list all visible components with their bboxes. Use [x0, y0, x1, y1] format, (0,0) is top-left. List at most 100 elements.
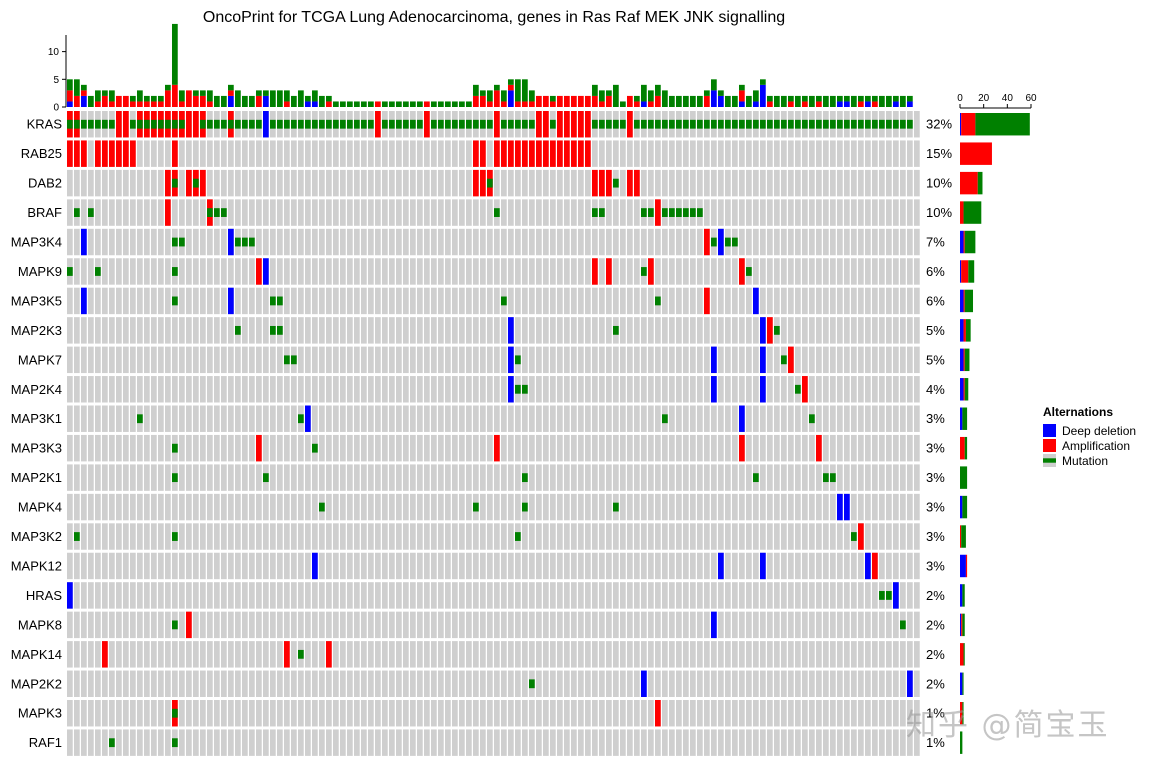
cell-background: [312, 729, 318, 756]
cell-background: [305, 434, 311, 462]
cell-background: [452, 228, 458, 256]
cell-background: [781, 405, 787, 432]
cell-background: [319, 434, 325, 462]
cell-background: [655, 346, 661, 374]
cell-background: [816, 552, 822, 580]
cell-background: [732, 169, 738, 197]
cell-mutation: [466, 119, 472, 129]
cell-background: [578, 464, 584, 491]
cell-background: [123, 346, 129, 374]
cell-background: [67, 670, 73, 697]
cell-background: [557, 258, 563, 285]
cell-background: [417, 700, 423, 727]
cell-mutation: [172, 296, 178, 306]
cell-background: [81, 729, 87, 756]
cell-background: [830, 670, 836, 697]
cell-background: [375, 317, 381, 344]
cell-background: [312, 228, 318, 256]
cell-background: [620, 317, 626, 344]
cell-background: [410, 169, 416, 197]
cell-background: [844, 228, 850, 256]
cell-background: [886, 464, 892, 491]
cell-background: [753, 376, 759, 403]
top-bar-mut: [200, 90, 206, 96]
cell-background: [158, 729, 164, 756]
cell-background: [739, 582, 745, 609]
cell-background: [382, 228, 388, 256]
cell-deletion: [907, 670, 913, 697]
cell-background: [543, 700, 549, 727]
cell-background: [844, 641, 850, 668]
cell-background: [81, 199, 87, 226]
cell-background: [557, 228, 563, 256]
cell-background: [256, 140, 262, 167]
cell-mutation: [907, 119, 913, 129]
cell-background: [74, 287, 80, 315]
top-bar-amp: [599, 101, 605, 107]
top-bar-mut: [326, 95, 332, 102]
cell-background: [571, 700, 577, 727]
cell-background: [354, 287, 360, 315]
cell-background: [445, 199, 451, 226]
cell-background: [578, 258, 584, 285]
cell-background: [403, 582, 409, 609]
cell-background: [690, 700, 696, 727]
cell-background: [585, 199, 591, 226]
cell-background: [144, 376, 150, 403]
gene-row-map2k4: [67, 376, 920, 403]
cell-mutation: [480, 119, 486, 129]
cell-mutation: [172, 178, 178, 188]
cell-background: [473, 523, 479, 550]
cell-background: [837, 434, 843, 462]
cell-background: [130, 169, 136, 197]
cell-background: [480, 670, 486, 697]
cell-background: [410, 287, 416, 315]
cell-background: [67, 376, 73, 403]
top-bar-mut: [683, 95, 689, 107]
cell-background: [207, 582, 213, 609]
cell-background: [347, 376, 353, 403]
cell-background: [235, 700, 241, 727]
cell-background: [900, 287, 906, 315]
cell-background: [137, 582, 143, 609]
cell-mutation: [697, 119, 703, 129]
cell-background: [277, 552, 283, 580]
cell-background: [221, 169, 227, 197]
right-bar-deletion: [960, 319, 964, 342]
cell-background: [109, 641, 115, 668]
cell-background: [795, 611, 801, 639]
cell-background: [592, 493, 598, 521]
top-bar-mut: [529, 90, 535, 102]
cell-background: [788, 670, 794, 697]
cell-background: [326, 611, 332, 639]
cell-background: [564, 434, 570, 462]
cell-mutation: [305, 119, 311, 129]
cell-background: [795, 287, 801, 315]
cell-background: [788, 641, 794, 668]
cell-amplification: [655, 700, 661, 727]
cell-background: [354, 493, 360, 521]
cell-background: [193, 376, 199, 403]
cell-background: [557, 700, 563, 727]
top-bar-mut: [718, 90, 724, 96]
cell-background: [606, 287, 612, 315]
cell-background: [669, 493, 675, 521]
cell-background: [641, 376, 647, 403]
cell-background: [179, 405, 185, 432]
cell-background: [893, 700, 899, 727]
cell-background: [550, 228, 556, 256]
cell-background: [893, 493, 899, 521]
cell-mutation: [508, 119, 514, 129]
cell-background: [102, 199, 108, 226]
cell-mutation: [172, 267, 178, 276]
cell-background: [340, 228, 346, 256]
cell-background: [809, 493, 815, 521]
top-bar-mut: [410, 101, 416, 107]
cell-background: [508, 729, 514, 756]
cell-mutation: [459, 119, 465, 129]
cell-background: [221, 493, 227, 521]
top-bar-mut: [837, 95, 843, 102]
cell-background: [102, 523, 108, 550]
cell-background: [158, 287, 164, 315]
cell-background: [704, 346, 710, 374]
